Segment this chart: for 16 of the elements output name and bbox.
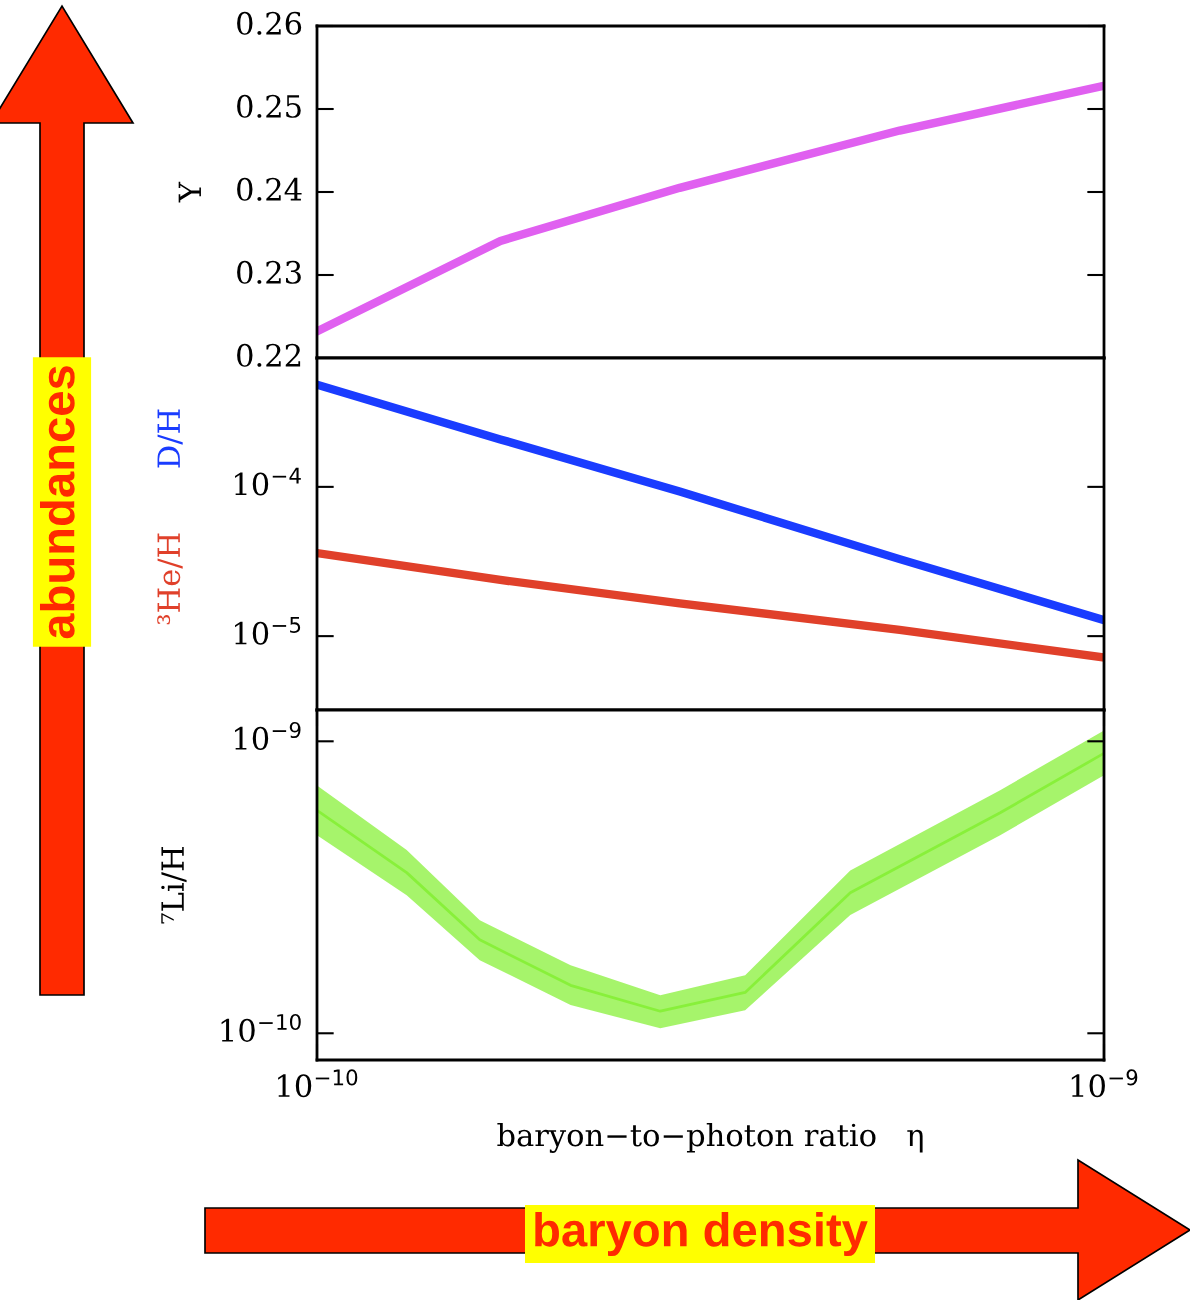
y-tick-label: 10$^{−9}$ <box>235 721 301 750</box>
text: abundances <box>39 366 75 639</box>
text: ³He/H <box>157 533 183 625</box>
y-tick-label: 10$^{−4}$ <box>235 467 301 496</box>
y-tick-label: 0.22 <box>237 343 301 367</box>
y-tick-label: 0.24 <box>237 177 302 201</box>
y-tick-label: 10$^{−10}$ <box>221 1013 301 1042</box>
y-axis-title: ⁷Li/H <box>161 847 187 924</box>
y-axis-title: Y <box>178 181 201 203</box>
y-tick-label: 0.25 <box>237 94 301 118</box>
x-axis-title: baryon−to−photon ratio η <box>497 1122 923 1153</box>
y-tick-label: 0.26 <box>237 11 302 35</box>
text: baryon density <box>535 1211 868 1257</box>
y-tick-label: 10$^{−5}$ <box>235 617 301 645</box>
y-tick-label: 0.23 <box>237 260 301 284</box>
text: D/H <box>157 409 183 468</box>
